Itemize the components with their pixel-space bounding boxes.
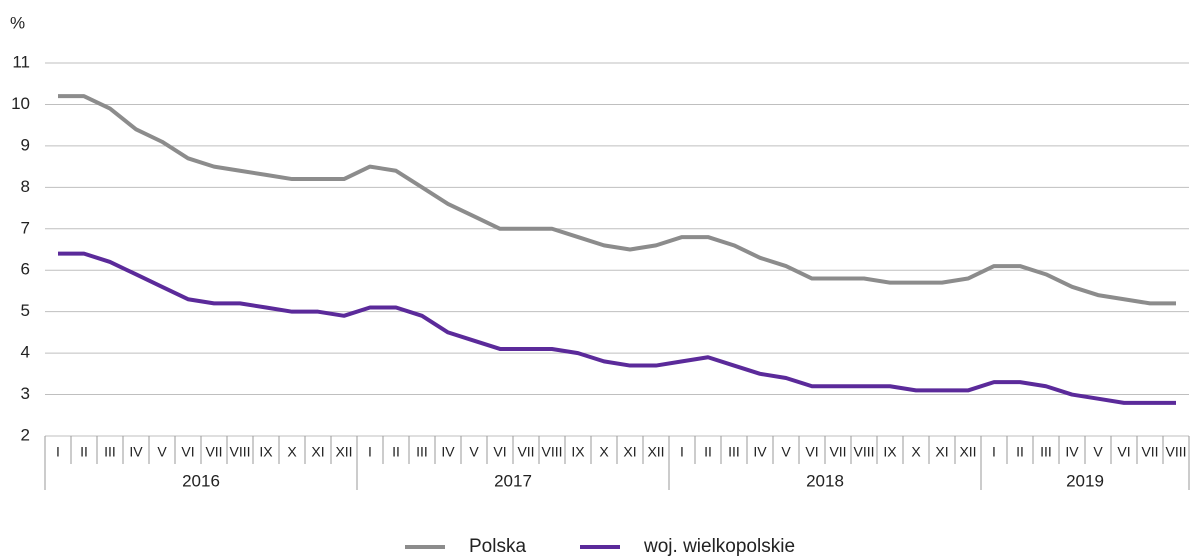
x-tick-label: VIII bbox=[853, 444, 874, 460]
x-tick-label: IX bbox=[883, 444, 897, 460]
x-group-label: 2016 bbox=[182, 471, 220, 490]
x-tick-label: II bbox=[1016, 444, 1024, 460]
x-tick-label: I bbox=[368, 444, 372, 460]
x-tick-label: XI bbox=[623, 444, 636, 460]
x-tick-label: IV bbox=[129, 444, 143, 460]
x-tick-label: VIII bbox=[541, 444, 562, 460]
x-tick-label: III bbox=[416, 444, 428, 460]
x-tick-label: III bbox=[104, 444, 116, 460]
x-tick-label: IV bbox=[1065, 444, 1079, 460]
x-tick-label: III bbox=[728, 444, 740, 460]
x-tick-label: XII bbox=[959, 444, 976, 460]
x-tick-label: VIII bbox=[1165, 444, 1186, 460]
legend-label: woj. wielkopolskie bbox=[643, 536, 795, 557]
x-tick-label: VI bbox=[805, 444, 818, 460]
x-group-label: 2018 bbox=[806, 471, 844, 490]
y-tick-label: 6 bbox=[21, 260, 30, 279]
x-tick-label: VII bbox=[517, 444, 534, 460]
x-tick-label: VII bbox=[829, 444, 846, 460]
x-tick-label: I bbox=[680, 444, 684, 460]
x-tick-label: X bbox=[911, 444, 921, 460]
y-tick-label: 9 bbox=[21, 135, 30, 154]
x-tick-label: XI bbox=[311, 444, 324, 460]
x-tick-label: V bbox=[1093, 444, 1103, 460]
y-tick-label: 3 bbox=[21, 384, 30, 403]
x-tick-label: IX bbox=[259, 444, 273, 460]
x-tick-label: VI bbox=[493, 444, 506, 460]
x-group-label: 2019 bbox=[1066, 471, 1104, 490]
x-tick-label: II bbox=[392, 444, 400, 460]
y-tick-label: 4 bbox=[21, 343, 30, 362]
series-line bbox=[58, 251, 1176, 405]
x-tick-label: X bbox=[599, 444, 609, 460]
y-tick-label: 8 bbox=[21, 177, 30, 196]
x-tick-label: V bbox=[469, 444, 479, 460]
x-tick-label: III bbox=[1040, 444, 1052, 460]
y-tick-label: 5 bbox=[21, 301, 30, 320]
x-tick-label: IX bbox=[571, 444, 585, 460]
x-tick-label: I bbox=[992, 444, 996, 460]
y-tick-label: 11 bbox=[12, 52, 30, 71]
x-tick-label: VI bbox=[181, 444, 194, 460]
x-tick-label: XII bbox=[647, 444, 664, 460]
legend-label: Polska bbox=[469, 536, 526, 557]
x-tick-label: I bbox=[56, 444, 60, 460]
x-tick-label: II bbox=[704, 444, 712, 460]
x-tick-label: II bbox=[80, 444, 88, 460]
x-tick-label: IV bbox=[753, 444, 767, 460]
x-tick-label: V bbox=[781, 444, 791, 460]
y-tick-label: 7 bbox=[21, 218, 30, 237]
x-tick-label: V bbox=[157, 444, 167, 460]
x-tick-label: VIII bbox=[229, 444, 250, 460]
x-tick-label: XI bbox=[935, 444, 948, 460]
x-tick-label: VII bbox=[1141, 444, 1158, 460]
x-tick-label: IV bbox=[441, 444, 455, 460]
x-tick-label: VII bbox=[205, 444, 222, 460]
x-group-label: 2017 bbox=[494, 471, 532, 490]
y-tick-label: 10 bbox=[11, 94, 30, 113]
y-axis-label: % bbox=[10, 13, 25, 32]
x-tick-label: X bbox=[287, 444, 297, 460]
y-tick-label: 2 bbox=[21, 425, 30, 444]
x-tick-label: VI bbox=[1117, 444, 1130, 460]
series-line bbox=[58, 94, 1176, 306]
x-tick-label: XII bbox=[335, 444, 352, 460]
